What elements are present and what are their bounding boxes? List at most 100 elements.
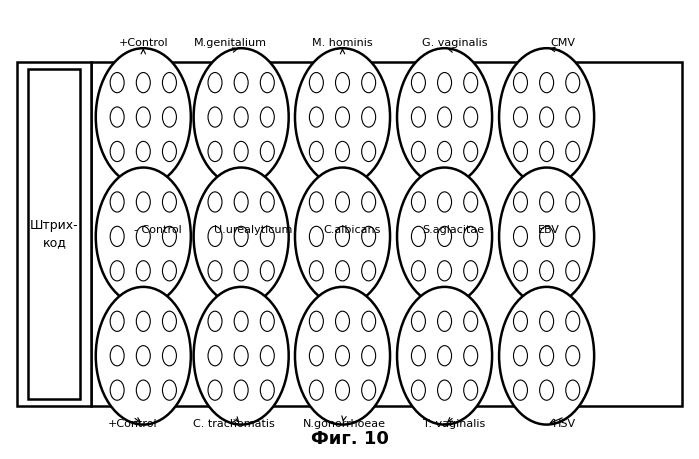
Ellipse shape xyxy=(208,311,222,331)
Ellipse shape xyxy=(463,141,477,162)
Ellipse shape xyxy=(540,346,554,366)
Ellipse shape xyxy=(110,311,124,331)
Ellipse shape xyxy=(463,346,477,366)
Ellipse shape xyxy=(514,346,528,366)
Ellipse shape xyxy=(136,311,150,331)
Ellipse shape xyxy=(110,346,124,366)
Ellipse shape xyxy=(136,226,150,246)
Ellipse shape xyxy=(463,73,477,93)
Ellipse shape xyxy=(208,73,222,93)
Text: C. trachomatis: C. trachomatis xyxy=(194,419,275,429)
Ellipse shape xyxy=(463,192,477,212)
Ellipse shape xyxy=(438,380,452,400)
Ellipse shape xyxy=(208,346,222,366)
Ellipse shape xyxy=(514,380,528,400)
Ellipse shape xyxy=(208,192,222,212)
Ellipse shape xyxy=(540,73,554,93)
Ellipse shape xyxy=(162,226,176,246)
Ellipse shape xyxy=(260,226,274,246)
Ellipse shape xyxy=(336,107,350,127)
Ellipse shape xyxy=(412,192,426,212)
Ellipse shape xyxy=(162,107,176,127)
Ellipse shape xyxy=(234,226,248,246)
Ellipse shape xyxy=(162,73,176,93)
Ellipse shape xyxy=(96,48,191,186)
Ellipse shape xyxy=(514,226,528,246)
Ellipse shape xyxy=(136,261,150,281)
Ellipse shape xyxy=(361,192,375,212)
Ellipse shape xyxy=(361,380,375,400)
Ellipse shape xyxy=(194,287,289,425)
Bar xyxy=(17,62,91,406)
Ellipse shape xyxy=(361,311,375,331)
Ellipse shape xyxy=(565,261,579,281)
Ellipse shape xyxy=(361,141,375,162)
Ellipse shape xyxy=(136,107,150,127)
Ellipse shape xyxy=(336,261,350,281)
Ellipse shape xyxy=(110,380,124,400)
Ellipse shape xyxy=(96,168,191,305)
Ellipse shape xyxy=(234,261,248,281)
Ellipse shape xyxy=(499,168,594,305)
Ellipse shape xyxy=(234,141,248,162)
Ellipse shape xyxy=(310,107,324,127)
Text: HSV: HSV xyxy=(553,419,577,429)
Ellipse shape xyxy=(110,226,124,246)
Ellipse shape xyxy=(194,48,289,186)
Ellipse shape xyxy=(540,226,554,246)
Ellipse shape xyxy=(208,380,222,400)
Ellipse shape xyxy=(208,107,222,127)
Ellipse shape xyxy=(565,380,579,400)
Ellipse shape xyxy=(499,287,594,425)
Text: C.albicans: C.albicans xyxy=(323,225,380,235)
Ellipse shape xyxy=(514,192,528,212)
Ellipse shape xyxy=(336,380,350,400)
Ellipse shape xyxy=(310,73,324,93)
Ellipse shape xyxy=(310,226,324,246)
Text: T. vaginalis: T. vaginalis xyxy=(423,419,486,429)
Ellipse shape xyxy=(310,380,324,400)
Text: Фиг. 10: Фиг. 10 xyxy=(310,430,389,448)
Text: EBV: EBV xyxy=(538,225,560,235)
Bar xyxy=(28,69,80,399)
Ellipse shape xyxy=(463,107,477,127)
Ellipse shape xyxy=(260,346,274,366)
Text: +Control: +Control xyxy=(108,419,157,429)
Ellipse shape xyxy=(336,192,350,212)
Ellipse shape xyxy=(540,141,554,162)
Text: Штрих-
код: Штрих- код xyxy=(30,218,79,250)
Ellipse shape xyxy=(438,192,452,212)
Ellipse shape xyxy=(260,107,274,127)
Ellipse shape xyxy=(336,226,350,246)
Ellipse shape xyxy=(136,141,150,162)
Ellipse shape xyxy=(438,73,452,93)
Ellipse shape xyxy=(565,192,579,212)
Ellipse shape xyxy=(514,73,528,93)
Ellipse shape xyxy=(208,141,222,162)
Ellipse shape xyxy=(361,226,375,246)
Ellipse shape xyxy=(463,380,477,400)
Ellipse shape xyxy=(361,73,375,93)
Ellipse shape xyxy=(336,346,350,366)
Ellipse shape xyxy=(136,73,150,93)
Ellipse shape xyxy=(260,380,274,400)
Ellipse shape xyxy=(110,73,124,93)
Ellipse shape xyxy=(260,141,274,162)
Ellipse shape xyxy=(463,226,477,246)
Ellipse shape xyxy=(412,141,426,162)
Ellipse shape xyxy=(260,261,274,281)
Text: +Control: +Control xyxy=(119,38,168,48)
Ellipse shape xyxy=(136,346,150,366)
Ellipse shape xyxy=(310,346,324,366)
Ellipse shape xyxy=(412,261,426,281)
Ellipse shape xyxy=(361,346,375,366)
Ellipse shape xyxy=(260,73,274,93)
Ellipse shape xyxy=(194,168,289,305)
Ellipse shape xyxy=(110,107,124,127)
Ellipse shape xyxy=(162,261,176,281)
Text: S.aglacitae: S.aglacitae xyxy=(422,225,484,235)
Ellipse shape xyxy=(136,192,150,212)
Ellipse shape xyxy=(397,48,492,186)
Ellipse shape xyxy=(260,311,274,331)
Text: CMV: CMV xyxy=(550,38,575,48)
